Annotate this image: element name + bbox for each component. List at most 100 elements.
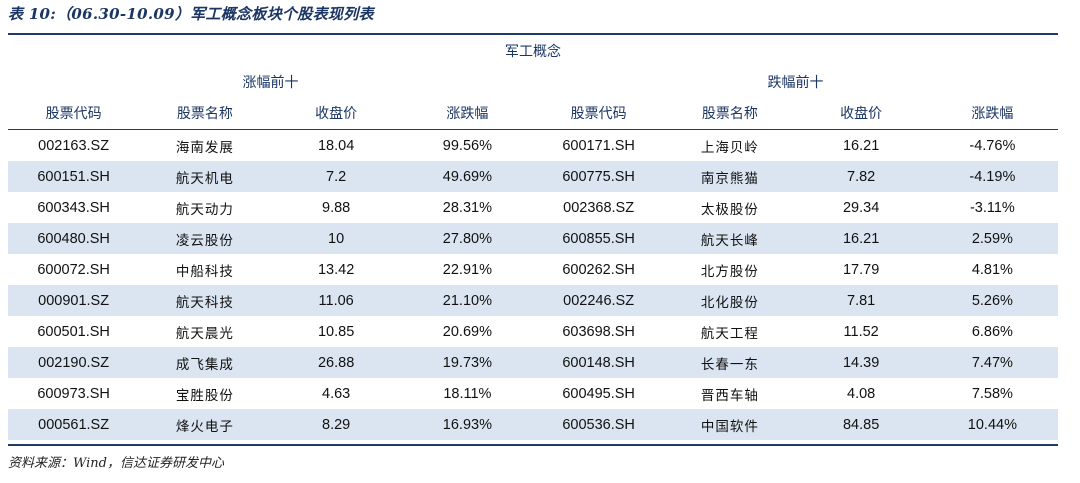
close-price-cell: 7.82 (795, 161, 927, 192)
stock-code-cell: 603698.SH (562, 323, 635, 340)
change-pct-cell: 2.59% (926, 223, 1058, 254)
stock-code-cell: 002163.SZ (38, 137, 110, 154)
stock-name-cell: 中船科技 (175, 263, 234, 280)
close-price-cell: 4.08 (847, 385, 876, 402)
table-body: 002163.SZ 海南发展 18.04 99.56% 600171.SH 上海贝岭 16.… (8, 130, 1058, 440)
stock-code-cell: 600775.SH (533, 161, 665, 192)
stock-name-cell: 北方股份 (700, 263, 759, 280)
table-row: 000901.SZ 航天科技 11.06 21.10% 002246.SZ 北化股份 7.8… (8, 285, 1058, 316)
stock-table-container: 军工概念 涨幅前十 跌幅前十 股票代码 股票名称 收盘价 涨跌幅 股票代码 股票… (8, 35, 1058, 440)
stock-name-cell: 航天机电 (139, 161, 271, 192)
close-price-cell: 4.63 (322, 385, 351, 402)
close-price-cell: 29.34 (842, 199, 880, 216)
change-pct-cell: 19.73% (401, 347, 533, 378)
table-title: 表 10:（06.30-10.09）军工概念板块个股表现列表 (8, 5, 374, 23)
change-pct-cell: 27.80% (401, 223, 533, 254)
stock-name-cell: 航天晨光 (175, 325, 234, 342)
stock-name-cell: 海南发展 (175, 139, 234, 156)
change-pct-cell: 99.56% (442, 137, 492, 154)
change-pct-cell: 7.58% (971, 385, 1013, 402)
change-pct-cell: 4.81% (971, 261, 1013, 278)
stock-name-cell: 太极股份 (700, 201, 759, 218)
table-row: 600072.SH 中船科技 13.42 22.91% 600262.SH 北方股份 17.… (8, 254, 1058, 285)
close-price-cell: 14.39 (795, 347, 927, 378)
change-pct-cell: 18.11% (443, 385, 492, 402)
close-price-cell: 11.52 (843, 323, 879, 340)
stock-name-cell: 凌云股份 (139, 223, 271, 254)
bottom-rule (8, 444, 1058, 446)
stock-code-cell: 000901.SZ (8, 285, 140, 316)
close-price-cell: 26.88 (270, 347, 402, 378)
stock-code-cell: 002190.SZ (8, 347, 140, 378)
stock-name-cell: 航天工程 (700, 325, 759, 342)
change-pct-cell: 21.10% (401, 285, 533, 316)
close-price-cell: 18.04 (317, 137, 355, 154)
change-pct-cell: 20.69% (442, 323, 492, 340)
table-row: 600343.SH 航天动力 9.88 28.31% 002368.SZ 太极股份 29.3… (8, 192, 1058, 223)
stock-name-cell: 成飞集成 (139, 347, 271, 378)
table-row: 600973.SH 宝胜股份 4.63 18.11% 600495.SH 晋西车轴 4.08… (8, 378, 1058, 409)
stock-name-cell: 南京熊猫 (664, 161, 796, 192)
stock-name-cell: 长春一东 (664, 347, 796, 378)
column-header: 股票代码 (533, 97, 665, 130)
close-price-cell: 84.85 (795, 409, 927, 440)
column-header: 收盘价 (795, 97, 927, 130)
stock-name-cell: 上海贝岭 (700, 139, 759, 156)
table-row: 002163.SZ 海南发展 18.04 99.56% 600171.SH 上海贝岭 16.… (8, 130, 1058, 162)
table-row: 002190.SZ 成飞集成 26.88 19.73% 600148.SH 长春一东 14.… (8, 347, 1058, 378)
column-header-row: 股票代码 股票名称 收盘价 涨跌幅 股票代码 股票名称 收盘价 涨跌幅 (8, 97, 1058, 130)
stock-code-cell: 600072.SH (37, 261, 110, 278)
stock-code-cell: 600973.SH (37, 385, 110, 402)
stock-code-cell: 600343.SH (37, 199, 110, 216)
stock-code-cell: 600855.SH (533, 223, 665, 254)
change-pct-cell: 28.31% (442, 199, 492, 216)
stock-code-cell: 600262.SH (562, 261, 635, 278)
change-pct-cell: 49.69% (401, 161, 533, 192)
close-price-cell: 10.85 (317, 323, 355, 340)
table-row: 600501.SH 航天晨光 10.85 20.69% 603698.SH 航天工程 11.… (8, 316, 1058, 347)
change-pct-cell: 5.26% (926, 285, 1058, 316)
change-pct-cell: 22.91% (442, 261, 492, 278)
column-header: 收盘价 (270, 97, 402, 130)
change-pct-cell: -3.11% (969, 199, 1015, 216)
stock-code-cell: 600495.SH (562, 385, 635, 402)
stock-name-cell: 北化股份 (664, 285, 796, 316)
close-price-cell: 8.29 (270, 409, 402, 440)
stock-name-cell: 宝胜股份 (175, 387, 234, 404)
close-price-cell: 13.42 (317, 261, 355, 278)
stock-code-cell: 002368.SZ (563, 199, 635, 216)
source-note: 资料来源：Wind，信达证券研发中心 (8, 456, 224, 471)
stock-code-cell: 600501.SH (37, 323, 110, 340)
table-row: 600480.SH 凌云股份 10 27.80% 600855.SH 航天长峰 16.21 2… (8, 223, 1058, 254)
stock-code-cell: 000561.SZ (8, 409, 140, 440)
stock-name-cell: 烽火电子 (139, 409, 271, 440)
change-pct-cell: -4.76% (969, 137, 1016, 154)
change-pct-cell: 6.86% (971, 323, 1013, 340)
stock-table: 军工概念 涨幅前十 跌幅前十 股票代码 股票名称 收盘价 涨跌幅 股票代码 股票… (8, 35, 1058, 440)
column-header: 涨跌幅 (401, 97, 533, 130)
close-price-cell: 7.81 (795, 285, 927, 316)
stock-name-cell: 航天长峰 (664, 223, 796, 254)
column-header: 股票代码 (8, 97, 140, 130)
stock-code-cell: 600148.SH (533, 347, 665, 378)
stock-code-cell: 002246.SZ (533, 285, 665, 316)
column-header: 涨跌幅 (926, 97, 1058, 130)
stock-name-cell: 晋西车轴 (700, 387, 759, 404)
group-title: 军工概念 (505, 44, 561, 60)
stock-code-cell: 600536.SH (533, 409, 665, 440)
gainers-section-title: 涨幅前十 (242, 75, 299, 91)
change-pct-cell: 16.93% (401, 409, 533, 440)
column-header: 股票名称 (664, 97, 796, 130)
group-header-row: 军工概念 (8, 35, 1058, 67)
stock-name-cell: 航天科技 (139, 285, 271, 316)
stock-code-cell: 600151.SH (8, 161, 140, 192)
close-price-cell: 9.88 (322, 199, 351, 216)
losers-section-title: 跌幅前十 (767, 75, 824, 91)
close-price-cell: 11.06 (270, 285, 402, 316)
change-pct-cell: -4.19% (926, 161, 1058, 192)
close-price-cell: 16.21 (842, 137, 880, 154)
title-rule (8, 33, 1058, 35)
close-price-cell: 17.79 (842, 261, 880, 278)
close-price-cell: 7.2 (270, 161, 402, 192)
section-header-row: 涨幅前十 跌幅前十 (8, 67, 1058, 97)
